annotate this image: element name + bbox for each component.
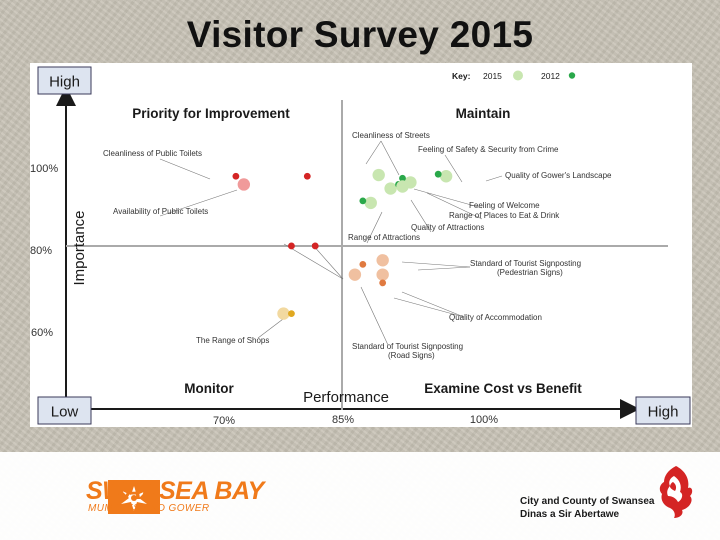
annotation-feeling-of-welcome-9: Feeling of Welcome xyxy=(469,201,540,210)
point-2012b-range-of-attractions-upper-left-pair xyxy=(311,242,319,250)
annotation-standard-of-tourist-signposting-13: Standard of Tourist Signposting xyxy=(470,259,581,268)
point-2015-cleanliness-of-streets xyxy=(372,168,385,182)
annotation-cleanliness-of-streets-6: Cleanliness of Streets xyxy=(352,131,430,140)
legend-swatch-2015 xyxy=(513,70,523,81)
point-2015-cleanliness-of-public-toilets xyxy=(237,178,251,191)
quadrant-examine-cost-vs-benefit: Examine Cost vs Benefit xyxy=(424,381,582,396)
x-tick-70: 70% xyxy=(213,415,235,427)
y-tick-80: 80% xyxy=(30,245,52,257)
leader-line-2 xyxy=(380,140,400,176)
x-tick-85: 85% xyxy=(332,414,354,426)
crest-flame-core xyxy=(670,482,677,491)
leader-line-12 xyxy=(401,291,465,318)
annotation-standard-of-tourist-signposting-17: Standard of Tourist Signposting xyxy=(352,342,463,351)
point-2015-the-range-of-shops xyxy=(277,307,290,320)
point-2015-quality-of-accommodation xyxy=(376,268,389,281)
legend-label-2015: 2015 xyxy=(483,71,502,81)
x-axis-title: Performance xyxy=(303,389,389,406)
point-2012-quality-of-accommodation xyxy=(379,279,387,287)
leader-line-7 xyxy=(426,192,483,220)
x-axis-high-label: High xyxy=(648,404,679,421)
swansea-bay-wordmark: SWANSEA BAY xyxy=(86,477,264,505)
sun-star-logo-icon xyxy=(108,480,160,514)
point-2012-quality-of-attractions xyxy=(359,197,367,205)
leader-line-17 xyxy=(283,243,344,280)
annotation-range-of-places-to-eat-drink-10: Range of Places to Eat & Drink xyxy=(449,211,560,220)
leader-line-11 xyxy=(401,261,471,268)
council-name-cy: Dinas a Sir Abertawe xyxy=(520,509,620,520)
point-2012-range-of-attractions-upper-left-pair xyxy=(288,242,295,250)
x-tick-100: 100% xyxy=(470,414,498,426)
leader-line-13 xyxy=(393,297,465,318)
legend-swatch-2012 xyxy=(568,72,576,79)
leader-line-5 xyxy=(485,175,503,182)
annotation-feeling-of-safety-security-from-crime-7: Feeling of Safety & Security from Crime xyxy=(418,145,559,154)
y-axis-high-label: High xyxy=(49,74,80,91)
y-tick-100: 100% xyxy=(30,163,58,175)
annotation-pedestrian-signs-14: (Pedestrian Signs) xyxy=(497,268,563,277)
point-2012-standard-of-tourist-signposting-pedestrian-signs xyxy=(359,261,367,268)
annotation-range-of-attractions-12: Range of Attractions xyxy=(348,233,420,242)
quadrant-priority-for-improvement: Priority for Improvement xyxy=(132,106,290,121)
annotation-the-range-of-shops-16: The Range of Shops xyxy=(196,336,269,345)
leader-line-10 xyxy=(417,266,471,271)
legend-label-2012: 2012 xyxy=(541,71,560,81)
council-name-en: City and County of Swansea xyxy=(520,496,655,507)
data-points xyxy=(232,168,453,320)
annotation-road-signs-18: (Road Signs) xyxy=(388,351,435,360)
leader-lines xyxy=(159,140,503,346)
point-2012-availability-of-public-toilets xyxy=(303,172,311,180)
point-2015-range-of-places-to-eat-drink xyxy=(396,180,409,193)
dragon-crest-icon xyxy=(659,466,693,518)
quadrant-monitor: Monitor xyxy=(184,381,234,396)
leader-line-16 xyxy=(311,243,344,280)
point-annotations: Cleanliness of Public Toilets Availabilit… xyxy=(103,131,612,360)
x-axis-high-box: High xyxy=(635,396,691,425)
annotation-quality-of-gower-s-landscape-8: Quality of Gower's Landscape xyxy=(505,171,612,180)
point-2012-cleanliness-of-public-toilets xyxy=(232,172,240,180)
point-2012-feeling-of-safety-security-from-crime xyxy=(399,174,406,182)
point-2015-standard-of-tourist-signposting-road-signs xyxy=(348,268,362,281)
annotation-cleanliness-of-public-toilets-4: Cleanliness of Public Toilets xyxy=(103,149,202,158)
slide-title: Visitor Survey 2015 xyxy=(186,14,534,55)
annotation-quality-of-attractions-11: Quality of Attractions xyxy=(411,223,484,232)
y-axis-low-box: Low xyxy=(37,396,92,425)
y-tick-60: 60% xyxy=(31,327,53,339)
y-axis-low-label: Low xyxy=(51,404,79,421)
logo-star-center xyxy=(131,495,137,501)
leader-line-4 xyxy=(444,154,463,183)
point-2015-standard-of-tourist-signposting-pedestrian-signs xyxy=(376,254,389,267)
leader-line-8 xyxy=(410,199,432,233)
quadrant-maintain: Maintain xyxy=(456,106,511,121)
chart-legend: Key: 2015 2012 xyxy=(452,70,576,81)
leader-line-1 xyxy=(159,189,238,217)
leader-line-15 xyxy=(360,286,389,346)
point-2015-quality-of-gower-s-landscape xyxy=(439,170,453,183)
point-2012-the-range-of-shops xyxy=(288,310,295,317)
point-2012-quality-of-gower-s-landscape xyxy=(434,170,442,178)
leader-line-0 xyxy=(159,158,211,180)
leader-line-3 xyxy=(365,140,382,165)
leader-line-9 xyxy=(366,211,383,244)
annotation-availability-of-public-toilets-5: Availability of Public Toilets xyxy=(113,207,208,216)
point-2015-feeling-of-welcome xyxy=(384,182,397,195)
y-axis-title: Importance xyxy=(71,210,88,285)
point-2015-quality-of-attractions xyxy=(364,196,377,210)
swansea-bay-tagline: MUMBLES AND GOWER xyxy=(88,503,210,514)
legend-title: Key: xyxy=(452,71,471,81)
leader-line-6 xyxy=(413,188,483,209)
y-axis-high-box: High xyxy=(37,66,92,95)
annotation-quality-of-accommodation-15: Quality of Accommodation xyxy=(449,313,542,322)
